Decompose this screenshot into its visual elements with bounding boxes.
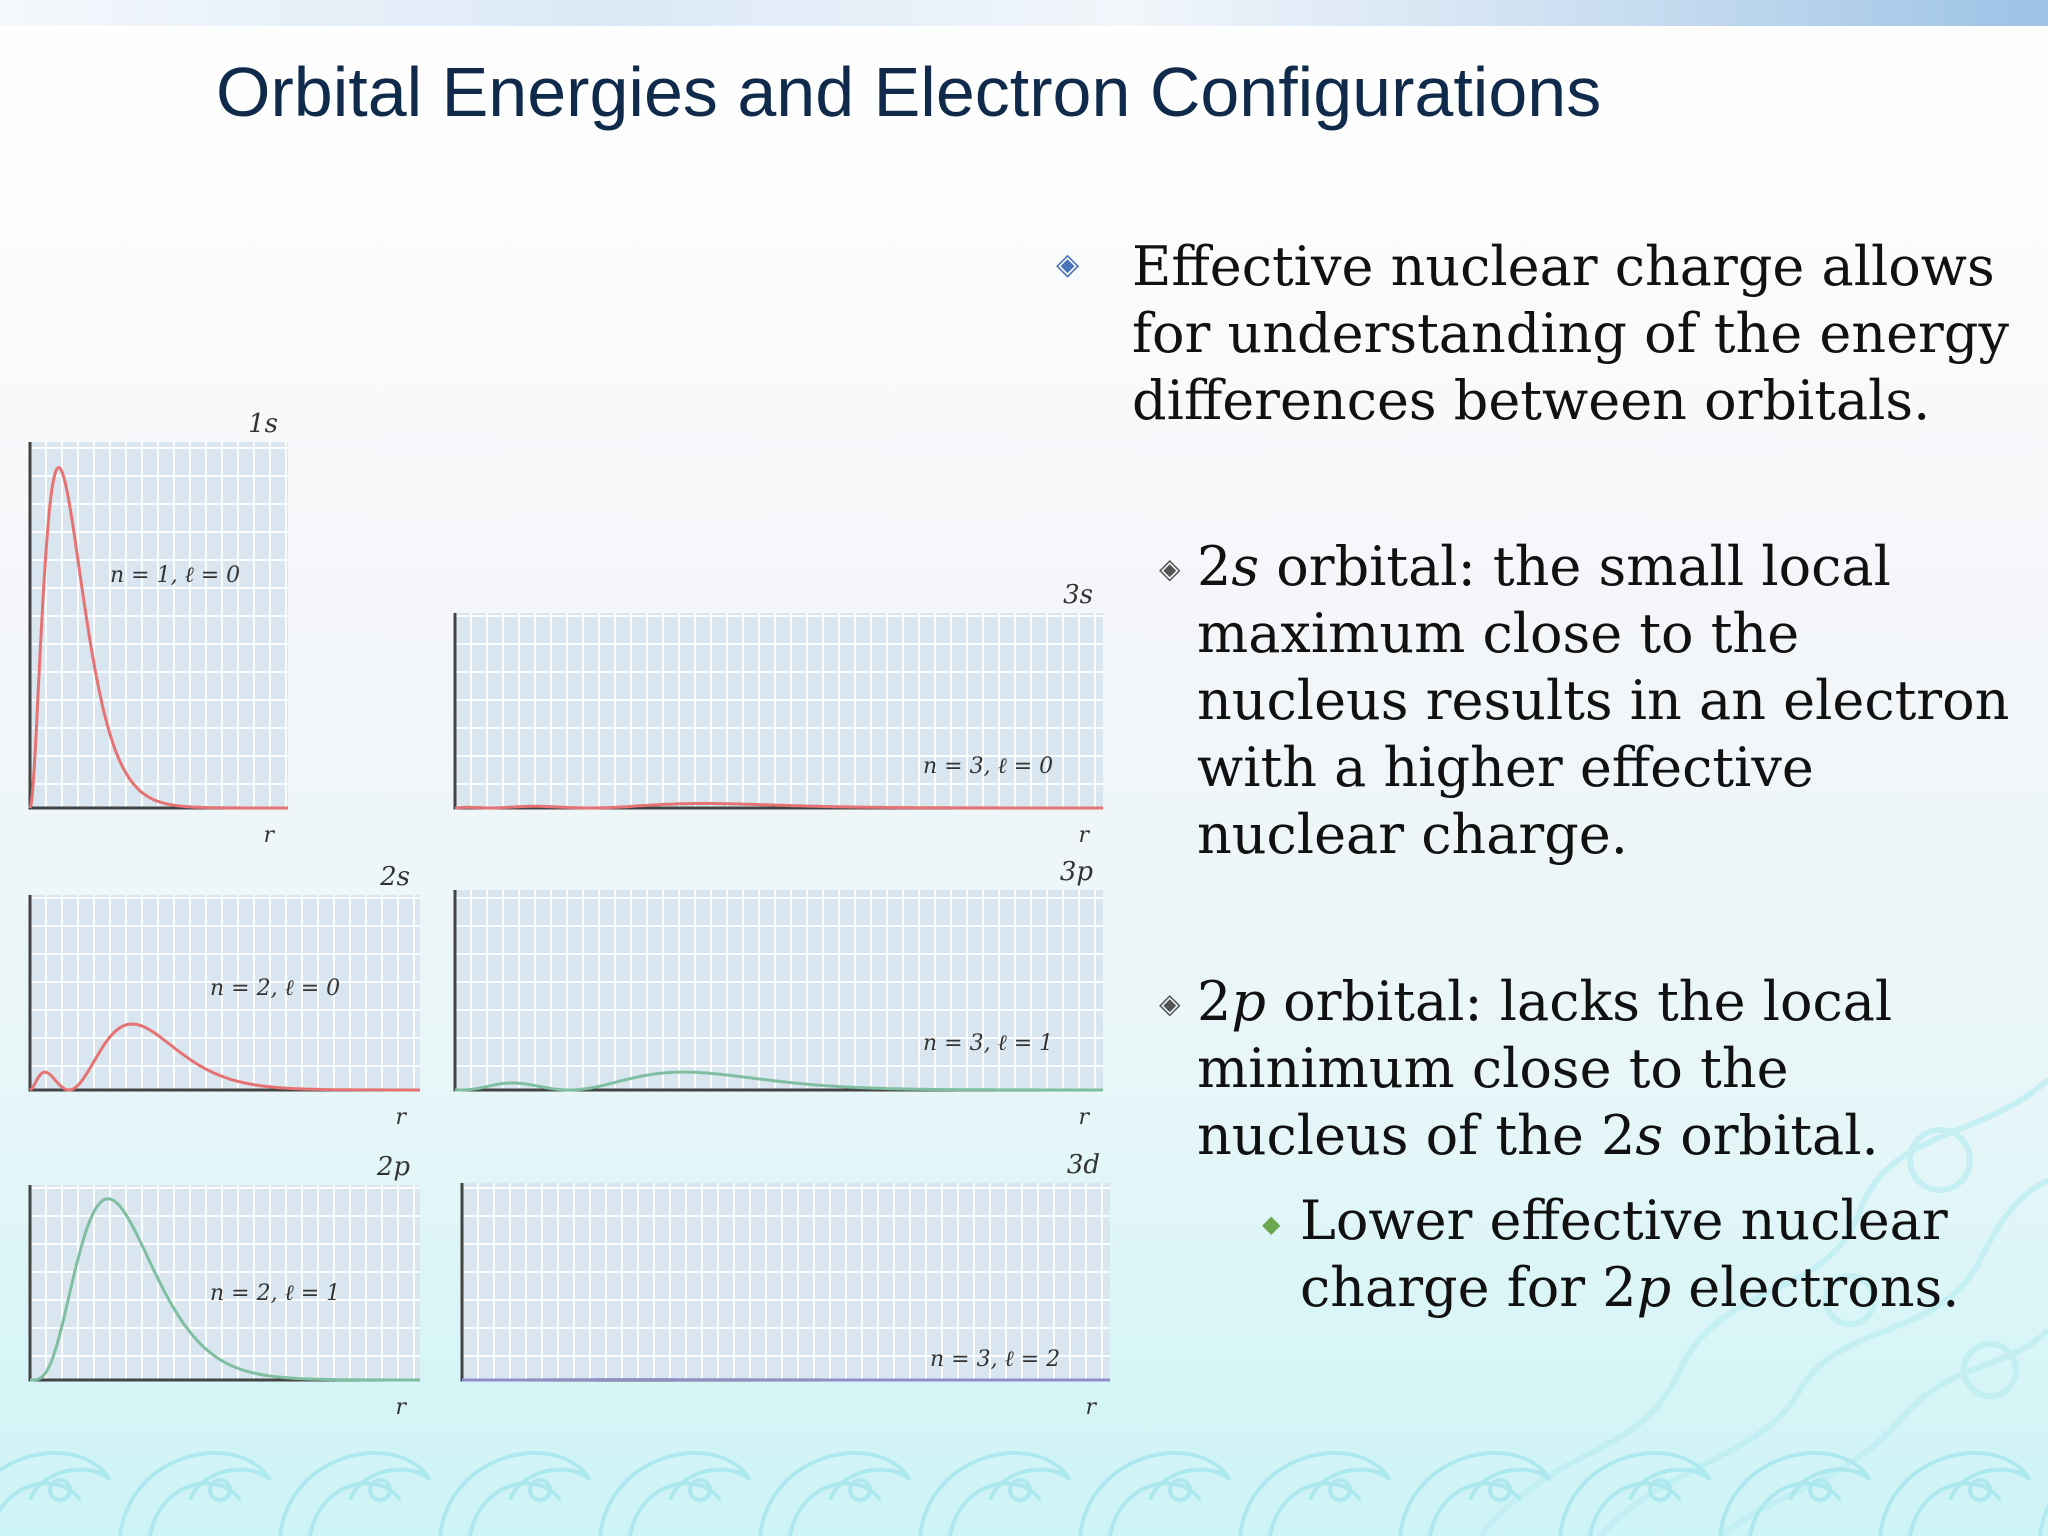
plot-grid xyxy=(30,442,288,808)
plot-title: 2p xyxy=(376,1152,411,1182)
diamond-outline-icon: ◈ xyxy=(1056,247,1080,282)
plot-grid xyxy=(455,890,1103,1090)
diamond-filled-icon: ◆ xyxy=(1262,1210,1281,1238)
plot-background xyxy=(455,890,1103,1090)
plot-axis-label: r xyxy=(1078,1105,1090,1130)
plot-curve xyxy=(29,1022,420,1092)
wave-crest xyxy=(0,1451,112,1514)
slide-title: Orbital Energies and Electron Configurat… xyxy=(216,53,1602,131)
wave-crest xyxy=(118,1451,272,1536)
plot-3d: 3d n = 3, ℓ = 2 r xyxy=(460,1150,1110,1420)
plot-quantum-label: n = 3, ℓ = 1 xyxy=(923,1031,1053,1056)
bullet-2p-orbital: ◈ 2p orbital: lacks the local minimum cl… xyxy=(1159,968,2017,1169)
bullet-text: Lower effective nuclear charge for 2p el… xyxy=(1300,1189,1960,1319)
wave-crest xyxy=(438,1451,592,1536)
plot-curve xyxy=(454,802,1103,810)
wave-crest xyxy=(1558,1451,1712,1536)
plot-3p: 3p n = 3, ℓ = 1 r xyxy=(453,857,1103,1130)
plot-title: 1s xyxy=(248,409,278,439)
bullet-2s-orbital: ◈ 2s orbital: the small local maximum cl… xyxy=(1159,533,2017,868)
diamond-outline-icon: ◈ xyxy=(1159,987,1181,1020)
diamond-outline-icon: ◈ xyxy=(1159,552,1181,585)
plot-axis-label: r xyxy=(1085,1395,1097,1420)
plot-2s: 2s n = 2, ℓ = 0 r xyxy=(28,862,420,1130)
plot-grid xyxy=(30,1185,420,1380)
bullet-effective-nuclear-charge: ◈ Effective nuclear charge allows for un… xyxy=(1056,233,2012,434)
plot-quantum-label: n = 2, ℓ = 0 xyxy=(210,976,340,1001)
wave-crest xyxy=(598,1451,752,1536)
wave-decoration-bottom xyxy=(0,1451,2048,1536)
plot-title: 3d xyxy=(1067,1150,1100,1180)
wave-crest xyxy=(1878,1451,2032,1536)
plot-axis-label: r xyxy=(1078,823,1090,848)
plot-title: 3p xyxy=(1060,857,1094,887)
plot-curve xyxy=(28,465,288,810)
wave-crest xyxy=(1238,1451,1392,1536)
plot-axis-label: r xyxy=(395,1105,407,1130)
radial-probability-plots: 1s n = 1, ℓ = 0 r 2s n = 2, ℓ = 0 r 2p n = 2, ℓ… xyxy=(28,409,1110,1420)
wave-crest xyxy=(1718,1451,1872,1536)
top-decorative-stripe xyxy=(0,0,2048,26)
plot-2p: 2p n = 2, ℓ = 1 r xyxy=(28,1152,420,1420)
plot-curve xyxy=(30,1197,420,1382)
plot-background xyxy=(455,613,1103,808)
plot-curve xyxy=(455,1070,1103,1092)
plot-grid xyxy=(462,1183,1110,1380)
wave-crest xyxy=(1398,1451,1552,1536)
wave-crest xyxy=(1078,1451,1232,1536)
wave-crest xyxy=(758,1451,912,1536)
plot-quantum-label: n = 2, ℓ = 1 xyxy=(210,1281,340,1306)
wave-crest xyxy=(2038,1502,2048,1536)
plot-1s: 1s n = 1, ℓ = 0 r xyxy=(28,409,288,848)
wave-crest xyxy=(918,1451,1072,1536)
plot-quantum-label: n = 1, ℓ = 0 xyxy=(110,563,240,588)
bullet-text: Effective nuclear charge allows for unde… xyxy=(1132,235,2009,432)
plot-title: 2s xyxy=(379,862,410,892)
plot-title: 3s xyxy=(1063,580,1093,610)
plot-quantum-label: n = 3, ℓ = 0 xyxy=(923,754,1053,779)
plot-grid xyxy=(455,613,1103,808)
wave-crest xyxy=(278,1451,432,1536)
bullet-text: 2s orbital: the small local maximum clos… xyxy=(1197,535,2010,866)
bullet-lower-effective-charge: ◆ Lower effective nuclear charge for 2p … xyxy=(1262,1187,2020,1321)
bullet-text: 2p orbital: lacks the local minimum clos… xyxy=(1197,970,1893,1167)
plot-3s: 3s n = 3, ℓ = 0 r xyxy=(453,580,1103,848)
plot-quantum-label: n = 3, ℓ = 2 xyxy=(930,1347,1060,1372)
plot-axis-label: r xyxy=(395,1395,407,1420)
plot-grid xyxy=(30,895,420,1090)
plot-axis-label: r xyxy=(263,823,275,848)
